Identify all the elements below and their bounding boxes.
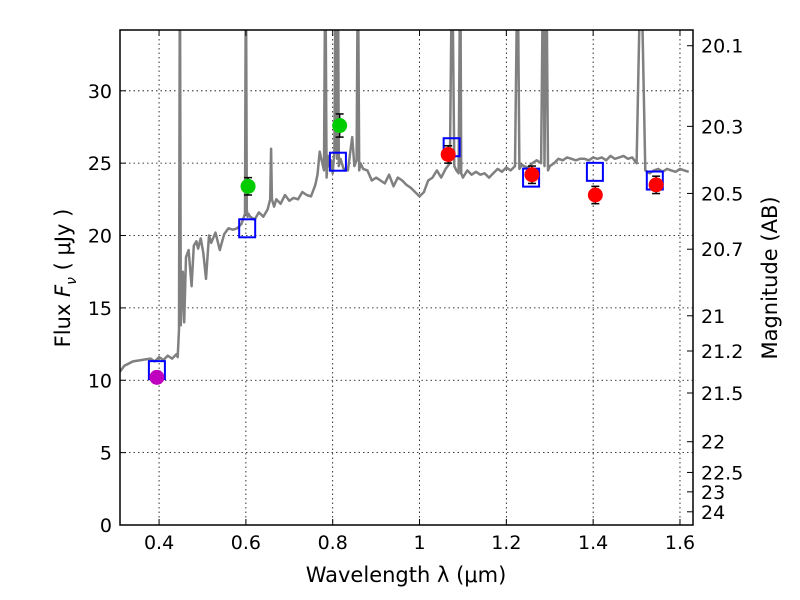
y-tick-label: 0 <box>100 515 112 537</box>
x-tick-label: 0.8 <box>318 532 348 554</box>
y-axis-label-symbol: F <box>51 284 75 297</box>
x-tick-label: 1.4 <box>578 532 608 554</box>
y-tick-label: 30 <box>88 81 112 103</box>
x-tick-label: 1.6 <box>665 532 695 554</box>
y2-tick-label: 20.1 <box>701 36 743 58</box>
x-tick-label: 1.2 <box>491 532 521 554</box>
y2-tick-label: 21 <box>701 306 725 328</box>
y2-tick-label: 20.5 <box>701 183 743 205</box>
observed-flux-point-u <box>149 369 165 385</box>
observed-flux-point-z <box>332 118 348 134</box>
observed-flux-point-H <box>648 177 664 193</box>
y2-tick-label: 20.7 <box>701 239 743 261</box>
y2-tick-label: 20.3 <box>701 116 743 138</box>
model-flux-square <box>585 161 604 182</box>
x-tick-label: 0.6 <box>231 532 261 554</box>
y2-tick-label: 24 <box>701 502 725 524</box>
y2-tick-label: 23 <box>701 482 725 504</box>
y-tick-label: 10 <box>88 370 112 392</box>
y2-axis-label: Magnitude (AB) <box>758 196 782 359</box>
y-axis-label-sub: ν <box>64 277 80 285</box>
marker-layer <box>147 113 664 385</box>
tick-layer: 0.4 0.6 0.8 1 1.2 1.4 1.6 0 5 10 15 20 25 30 20.1 20.3 2… <box>88 30 743 554</box>
y-tick-label: 20 <box>88 226 112 248</box>
plot-area <box>120 30 690 373</box>
y2-tick-label: 22 <box>701 432 725 454</box>
y-tick-label: 25 <box>88 153 112 175</box>
y-axis-label: Flux Fν ( μJy ) <box>51 209 80 348</box>
y2-tick-label: 21.5 <box>701 383 743 405</box>
y2-tick-label: 22.5 <box>701 462 743 484</box>
x-tick-label: 0.4 <box>144 532 174 554</box>
model-flux-square <box>328 151 347 172</box>
plot-frame <box>119 29 694 526</box>
y-tick-label: 15 <box>88 298 112 320</box>
observed-flux-point-r <box>240 178 256 194</box>
observed-flux-point-Jw <box>587 187 603 203</box>
y-axis-label-unit: ( μJy ) <box>51 209 75 277</box>
x-tick-label: 1 <box>413 532 425 554</box>
y2-tick-label: 21.2 <box>701 341 743 363</box>
observed-flux-point-J <box>524 167 540 183</box>
observed-flux-point-Y <box>440 146 456 162</box>
model-flux-square <box>238 218 257 239</box>
y-axis-label-prefix: Flux <box>51 297 75 347</box>
y-tick-label: 5 <box>100 443 112 465</box>
x-axis-label: Wavelength λ (μm) <box>306 563 507 587</box>
spectrum-line <box>120 30 690 373</box>
